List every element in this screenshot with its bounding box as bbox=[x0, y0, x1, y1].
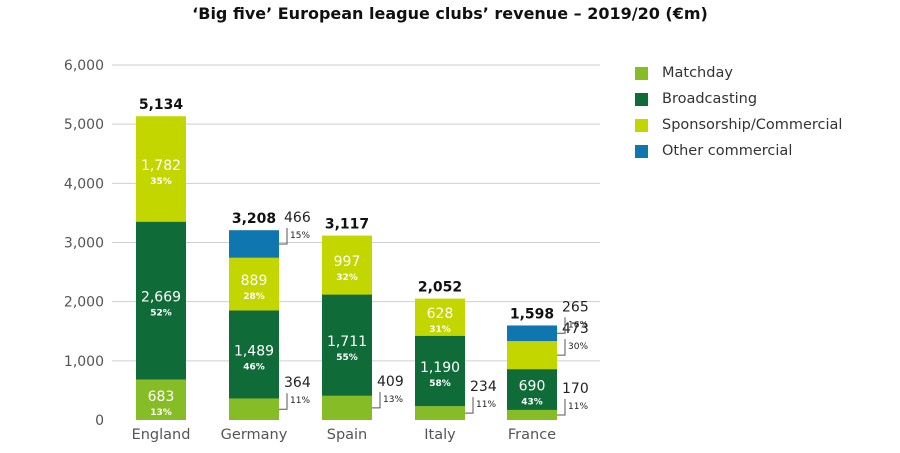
chart-title: ‘Big five’ European league clubs’ revenu… bbox=[192, 4, 708, 23]
y-tick-label: 1,000 bbox=[64, 354, 104, 370]
legend-label: Other commercial bbox=[662, 143, 793, 159]
data-label: 364 bbox=[284, 375, 311, 391]
data-label: 1,711 bbox=[327, 334, 367, 350]
data-label: 1,190 bbox=[420, 360, 460, 376]
percent-label: 43% bbox=[521, 398, 543, 408]
legend-swatch bbox=[635, 92, 648, 106]
data-label: 1,782 bbox=[141, 158, 181, 174]
total-label: 3,117 bbox=[325, 217, 369, 233]
bar-segment bbox=[136, 116, 186, 222]
y-tick-label: 6,000 bbox=[64, 58, 104, 74]
data-label: 170 bbox=[562, 381, 589, 397]
leader-line bbox=[465, 397, 474, 414]
data-label: 997 bbox=[334, 254, 361, 270]
bar-segment bbox=[507, 341, 557, 370]
data-label: 683 bbox=[148, 389, 175, 405]
leader-line bbox=[279, 393, 288, 410]
data-label: 466 bbox=[284, 210, 311, 226]
bar-segment bbox=[507, 409, 557, 420]
bar-segment bbox=[229, 398, 279, 420]
y-tick-label: 3,000 bbox=[64, 236, 104, 252]
data-label: 234 bbox=[470, 379, 497, 395]
total-label: 5,134 bbox=[139, 97, 184, 113]
percent-label: 16% bbox=[568, 320, 588, 330]
percent-label: 13% bbox=[150, 408, 172, 418]
percent-label: 15% bbox=[290, 231, 310, 241]
legend-item: Other commercial bbox=[635, 138, 842, 164]
data-label: 1,489 bbox=[234, 343, 274, 359]
percent-label: 13% bbox=[383, 395, 403, 405]
data-label: 889 bbox=[241, 273, 268, 289]
data-label: 690 bbox=[519, 379, 546, 395]
bar-segment bbox=[322, 395, 372, 420]
percent-label: 58% bbox=[429, 379, 451, 389]
percent-label: 30% bbox=[568, 342, 588, 352]
data-label: 265 bbox=[562, 299, 589, 315]
legend-swatch bbox=[635, 118, 648, 132]
data-label: 409 bbox=[377, 374, 404, 390]
leader-line bbox=[372, 391, 381, 409]
y-tick-label: 0 bbox=[95, 413, 104, 429]
x-tick-label: Italy bbox=[424, 427, 456, 443]
percent-label: 32% bbox=[336, 273, 358, 283]
bar-segment bbox=[507, 325, 557, 342]
bar-segment bbox=[229, 257, 279, 311]
y-tick-label: 2,000 bbox=[64, 295, 104, 311]
percent-label: 11% bbox=[568, 402, 588, 412]
x-tick-label: England bbox=[132, 427, 191, 443]
percent-label: 52% bbox=[150, 309, 172, 319]
legend-swatch bbox=[635, 66, 648, 80]
total-label: 3,208 bbox=[232, 211, 276, 227]
bar-segment bbox=[322, 235, 372, 295]
bar-segment bbox=[136, 379, 186, 420]
bar-segment bbox=[415, 298, 465, 336]
y-tick-label: 5,000 bbox=[64, 117, 104, 133]
legend-label: Sponsorship/Commercial bbox=[662, 117, 843, 133]
total-label: 2,052 bbox=[418, 280, 462, 296]
percent-label: 55% bbox=[336, 353, 358, 363]
x-tick-label: Germany bbox=[221, 427, 288, 443]
total-label: 1,598 bbox=[510, 306, 554, 322]
chart-legend: Matchday Broadcasting Sponsorship/Commerci… bbox=[635, 60, 842, 164]
legend-label: Broadcasting bbox=[662, 91, 758, 107]
x-tick-label: Spain bbox=[327, 427, 368, 443]
bar-segment bbox=[322, 294, 372, 396]
x-tick-label: France bbox=[508, 427, 556, 443]
percent-label: 11% bbox=[290, 396, 310, 406]
legend-swatch bbox=[635, 144, 648, 158]
data-label: 628 bbox=[427, 306, 454, 322]
y-tick-label: 4,000 bbox=[64, 176, 104, 192]
leader-line bbox=[279, 227, 288, 245]
leader-line bbox=[557, 398, 566, 416]
legend-label: Matchday bbox=[662, 65, 733, 81]
bar-segment bbox=[415, 406, 465, 420]
legend-item: Matchday bbox=[635, 60, 842, 86]
percent-label: 35% bbox=[150, 177, 172, 187]
bar-segment bbox=[415, 335, 465, 407]
data-label: 473 bbox=[562, 321, 589, 337]
bar-segment bbox=[229, 230, 279, 258]
leader-line bbox=[557, 317, 566, 334]
percent-label: 31% bbox=[429, 325, 451, 335]
bar-segment bbox=[507, 369, 557, 410]
percent-label: 28% bbox=[243, 292, 265, 302]
bar-segment bbox=[229, 310, 279, 399]
percent-label: 11% bbox=[476, 400, 496, 410]
legend-item: Broadcasting bbox=[635, 86, 842, 112]
percent-label: 46% bbox=[243, 362, 265, 372]
bar-segment bbox=[136, 221, 186, 380]
legend-item: Sponsorship/Commercial bbox=[635, 112, 842, 138]
leader-line bbox=[557, 339, 566, 356]
data-label: 2,669 bbox=[141, 290, 181, 306]
